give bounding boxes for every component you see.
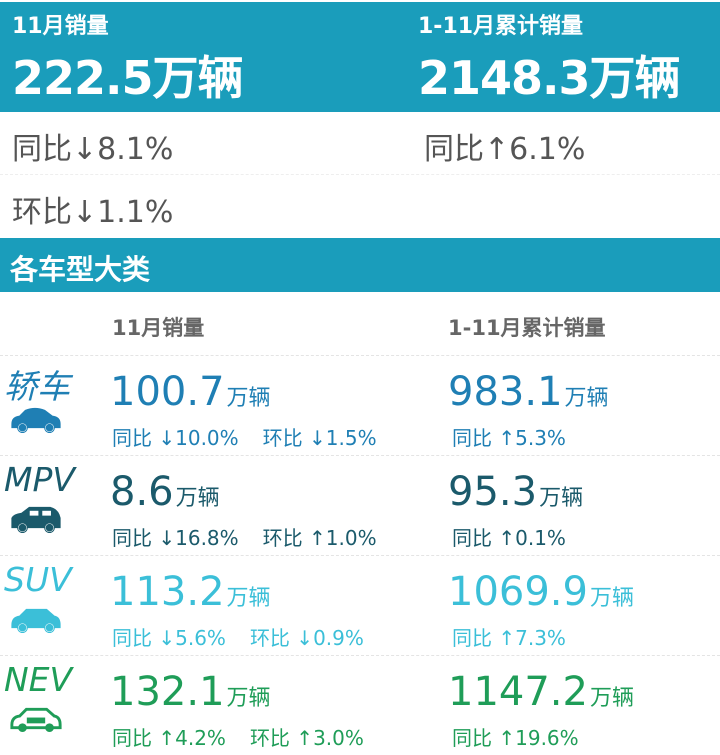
category-name: NEV bbox=[4, 660, 73, 699]
month-label: 11月销量 bbox=[12, 14, 109, 39]
column-header-month: 11月销量 bbox=[112, 316, 205, 340]
ytd-changes: 同比 7.3% bbox=[452, 622, 590, 651]
ytd-value: 95.3万辆 bbox=[448, 469, 584, 515]
month-yoy: 同比8.1% bbox=[12, 124, 173, 168]
month-value: 222.5万辆 bbox=[12, 51, 244, 105]
category-row-nev: NEV 132.1万辆 1147.2万辆 同比 4.2% 环比 3.0% 同比 1… bbox=[0, 655, 720, 755]
mom-row: 环比1.1% bbox=[0, 175, 720, 238]
arrow-down-icon bbox=[158, 426, 175, 450]
month-summary: 11月销量 222.5万辆 bbox=[12, 8, 244, 108]
arrow-down-icon bbox=[72, 132, 97, 167]
arrow-up-icon bbox=[498, 426, 515, 450]
month-mom: 环比1.1% bbox=[12, 187, 173, 231]
arrow-up-icon bbox=[498, 626, 515, 650]
arrow-up-icon bbox=[484, 132, 509, 167]
month-changes: 同比 16.8% 环比 1.0% bbox=[112, 522, 401, 551]
summary-header: 11月销量 222.5万辆 1-11月累计销量 2148.3万辆 bbox=[0, 2, 720, 112]
ytd-yoy: 同比 0.1% bbox=[452, 526, 566, 550]
ytd-yoy: 同比 19.6% bbox=[452, 726, 579, 750]
month-yoy: 同比 5.6% bbox=[112, 626, 226, 650]
ytd-value: 2148.3万辆 bbox=[418, 51, 681, 105]
column-header-ytd: 1-11月累计销量 bbox=[448, 316, 606, 340]
month-yoy: 同比 16.8% bbox=[112, 526, 239, 550]
month-changes: 同比 5.6% 环比 0.9% bbox=[112, 622, 388, 651]
month-mom: 环比 0.9% bbox=[250, 626, 364, 650]
ytd-value: 1069.9万辆 bbox=[448, 569, 634, 615]
ytd-label: 1-11月累计销量 bbox=[418, 14, 584, 39]
ytd-yoy: 同比 7.3% bbox=[452, 626, 566, 650]
arrow-up-icon bbox=[498, 526, 515, 550]
section-title: 各车型大类 bbox=[10, 253, 151, 286]
month-yoy: 同比 10.0% bbox=[112, 426, 239, 450]
ytd-changes: 同比 19.6% bbox=[452, 722, 603, 751]
month-value: 132.1万辆 bbox=[110, 669, 271, 715]
month-value: 113.2万辆 bbox=[110, 569, 271, 615]
nev-icon bbox=[10, 707, 62, 733]
arrow-down-icon bbox=[309, 426, 326, 450]
month-mom: 环比 3.0% bbox=[250, 726, 364, 750]
arrow-up-icon bbox=[309, 526, 326, 550]
month-value: 8.6万辆 bbox=[110, 469, 220, 515]
sedan-icon bbox=[11, 407, 61, 433]
arrow-up-icon bbox=[498, 726, 515, 750]
month-changes: 同比 4.2% 环比 3.0% bbox=[112, 722, 388, 751]
ytd-value: 1147.2万辆 bbox=[448, 669, 634, 715]
arrow-down-icon bbox=[158, 526, 175, 550]
month-mom: 环比 1.5% bbox=[263, 426, 377, 450]
ytd-changes: 同比 0.1% bbox=[452, 522, 590, 551]
arrow-up-icon bbox=[158, 726, 175, 750]
ytd-changes: 同比 5.3% bbox=[452, 422, 590, 451]
category-name: MPV bbox=[4, 460, 75, 499]
arrow-down-icon bbox=[72, 195, 97, 230]
ytd-value: 983.1万辆 bbox=[448, 369, 609, 415]
ytd-yoy: 同比 5.3% bbox=[452, 426, 566, 450]
ytd-summary: 1-11月累计销量 2148.3万辆 bbox=[418, 8, 681, 108]
category-row-suv: SUV 113.2万辆 1069.9万辆 同比 5.6% 环比 0.9% 同比 7… bbox=[0, 555, 720, 655]
arrow-down-icon bbox=[296, 626, 313, 650]
category-row-mpv: MPV 8.6万辆 95.3万辆 同比 16.8% 环比 1.0% 同比 0.1% bbox=[0, 455, 720, 555]
ytd-yoy: 同比6.1% bbox=[424, 124, 585, 168]
section-header: 各车型大类 bbox=[0, 238, 720, 292]
month-changes: 同比 10.0% 环比 1.5% bbox=[112, 422, 401, 451]
category-row-轿车: 轿车 100.7万辆 983.1万辆 同比 10.0% 环比 1.5% 同比 5.… bbox=[0, 355, 720, 455]
yoy-row: 同比8.1% 同比6.1% bbox=[0, 112, 720, 175]
category-name: 轿车 bbox=[4, 367, 70, 406]
mpv-icon bbox=[11, 506, 61, 533]
month-yoy: 同比 4.2% bbox=[112, 726, 226, 750]
arrow-up-icon bbox=[296, 726, 313, 750]
month-value: 100.7万辆 bbox=[110, 369, 271, 415]
category-name: SUV bbox=[4, 560, 72, 599]
suv-icon bbox=[11, 608, 61, 633]
month-mom: 环比 1.0% bbox=[263, 526, 377, 550]
arrow-down-icon bbox=[158, 626, 175, 650]
